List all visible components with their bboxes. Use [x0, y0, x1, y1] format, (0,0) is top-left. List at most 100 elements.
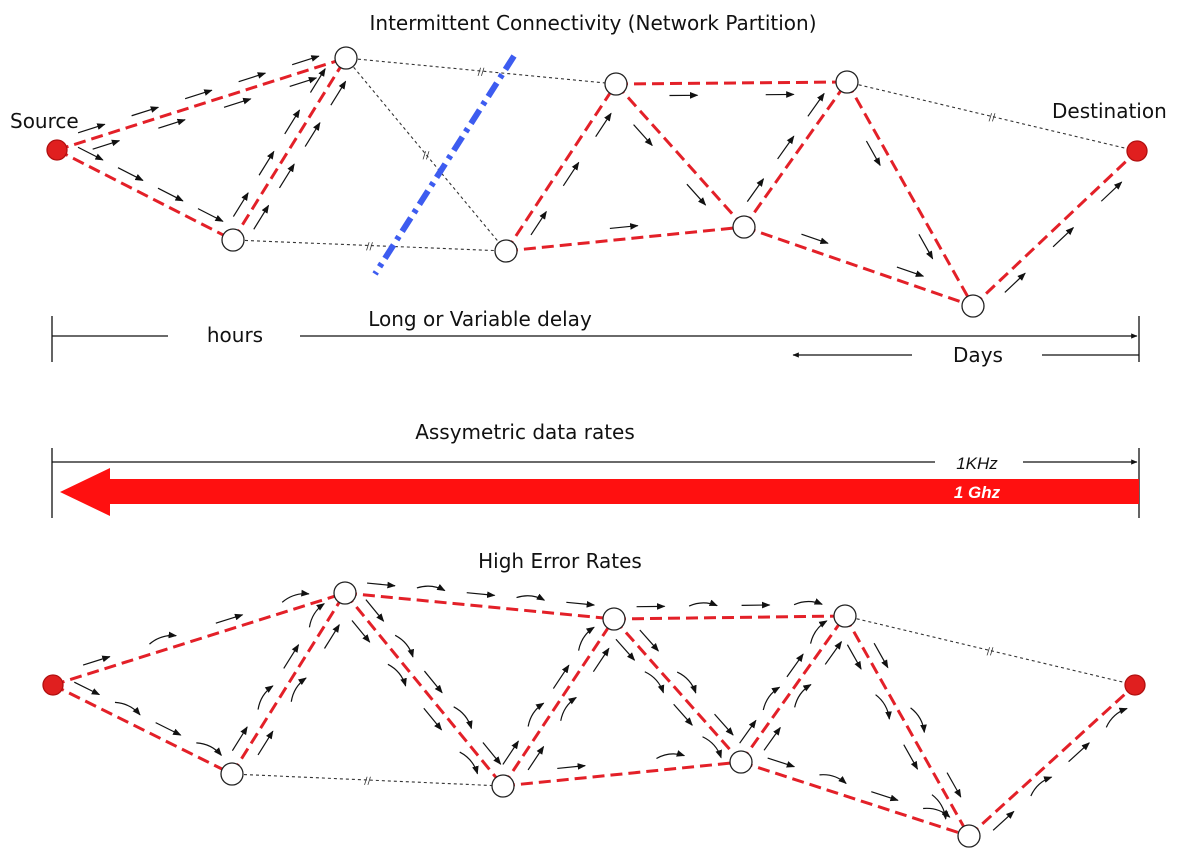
packet-arrow-corrupted	[459, 751, 479, 775]
link-active	[56, 56, 347, 152]
packet-arrow	[423, 670, 443, 694]
source-node	[46, 139, 68, 161]
link-active	[505, 225, 745, 253]
relay-node	[494, 239, 518, 263]
packet-arrow-corrupted	[910, 707, 927, 734]
packet-arrow	[238, 72, 267, 83]
label-source: Source	[10, 109, 79, 133]
packet-arrow	[77, 123, 106, 134]
packet-arrow	[873, 642, 889, 669]
packet-arrow	[1068, 742, 1090, 763]
relay-node	[957, 824, 981, 848]
packet-arrow	[992, 810, 1015, 831]
packet-arrow	[423, 707, 443, 731]
packet-arrow	[223, 97, 252, 108]
packet-arrow-corrupted	[819, 774, 847, 785]
link-break-mark: ∕∕	[987, 647, 994, 658]
packet-arrow-corrupted	[702, 736, 722, 759]
label-hours: hours	[207, 323, 263, 347]
packet-arrow	[351, 620, 371, 643]
packet-arrow	[502, 740, 519, 765]
relay-node	[334, 46, 358, 70]
packet-arrow	[77, 146, 104, 161]
packet-arrow	[865, 140, 881, 167]
packet-arrow	[946, 772, 962, 798]
link-active	[967, 683, 1137, 838]
packet-arrow-corrupted	[762, 686, 781, 711]
link-active	[52, 591, 346, 687]
title-asym: Assymetric data rates	[415, 420, 635, 444]
link-active	[971, 149, 1139, 308]
packet-arrow	[746, 178, 765, 202]
packet-arrow-corrupted	[281, 589, 310, 603]
packet-arrow	[258, 150, 275, 176]
relay-node	[333, 581, 357, 605]
packet-arrow	[131, 106, 160, 117]
packet-arrow	[482, 742, 502, 765]
delay-scale	[51, 316, 1140, 362]
packet-arrow-corrupted	[560, 696, 577, 721]
packet-arrow	[466, 591, 496, 599]
source-node	[42, 674, 64, 696]
packet-arrow	[714, 713, 734, 736]
high-rate-arrow	[60, 468, 1139, 516]
packet-arrow	[592, 647, 610, 673]
relay-node	[220, 762, 244, 786]
link-active	[501, 618, 616, 787]
link-active	[615, 80, 848, 86]
packet-arrow-corrupted	[809, 620, 828, 644]
link-active	[52, 683, 233, 776]
network-intermittent: ∕∕ ∕∕ ∕∕ ∕∕	[46, 46, 1148, 318]
packet-arrow	[527, 745, 545, 771]
packet-arrow	[330, 80, 347, 106]
link-break-mark: ∕∕	[364, 776, 371, 787]
packet-arrow	[896, 266, 925, 277]
title-error: High Error Rates	[478, 549, 642, 573]
packet-arrow	[158, 118, 186, 129]
network-error: ∕∕ ∕∕	[42, 581, 1146, 848]
link-active	[845, 81, 975, 307]
link-break-mark: ∕∕	[366, 242, 373, 253]
link-active	[56, 148, 234, 242]
packet-arrow-corrupted	[688, 599, 718, 607]
link-break-mark: ∕∕	[478, 67, 485, 78]
packet-arrow-corrupted	[1030, 776, 1053, 797]
packet-arrow-corrupted	[149, 631, 178, 645]
link-active	[613, 614, 846, 621]
packet-arrow	[557, 763, 586, 770]
link-active	[614, 82, 746, 229]
packet-arrow	[615, 638, 636, 661]
packet-arrow-corrupted	[644, 671, 665, 694]
packet-arrow-corrupted	[676, 671, 697, 694]
packet-arrow-corrupted	[257, 685, 274, 710]
packet-arrow	[367, 581, 396, 589]
packet-arrow-corrupted	[931, 794, 949, 820]
packet-arrow	[562, 161, 580, 187]
packet-arrow-corrupted	[794, 684, 812, 708]
packet-arrow	[566, 600, 596, 608]
packet-arrow	[92, 139, 121, 150]
packet-arrow	[365, 599, 385, 622]
packet-arrow	[155, 722, 182, 736]
packet-arrow-corrupted	[875, 694, 892, 720]
link-active	[740, 760, 970, 838]
packet-arrow	[903, 744, 919, 770]
packet-arrow-corrupted	[578, 626, 595, 651]
link-idle	[844, 615, 1136, 686]
packet-arrow-corrupted	[394, 634, 415, 658]
link-break-mark: ∕∕	[989, 113, 996, 124]
packet-arrow-corrupted	[196, 742, 222, 756]
packet-arrow	[278, 163, 295, 189]
packet-arrow	[184, 89, 213, 100]
packet-arrow	[801, 233, 829, 244]
packet-arrow	[686, 183, 707, 206]
packet-arrow	[253, 204, 270, 230]
packet-arrow	[918, 234, 934, 260]
link-active	[743, 225, 974, 308]
packet-arrow-corrupted	[453, 706, 473, 730]
partition-line	[372, 54, 517, 276]
destination-node	[1126, 140, 1148, 162]
packet-arrow-corrupted	[308, 603, 325, 628]
packet-arrow	[739, 719, 757, 744]
